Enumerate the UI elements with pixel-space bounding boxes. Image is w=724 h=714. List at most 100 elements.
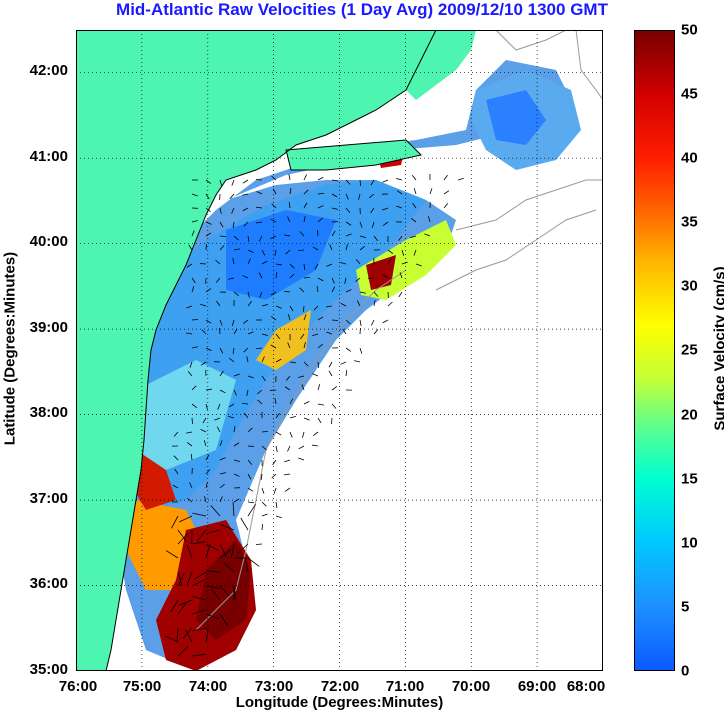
velocity-arrow bbox=[242, 275, 249, 279]
colorbar-tick-label: 5 bbox=[681, 598, 690, 616]
velocity-arrow bbox=[247, 504, 256, 517]
velocity-arrow bbox=[256, 221, 263, 224]
velocity-arrow bbox=[242, 207, 249, 212]
velocity-arrow bbox=[229, 193, 235, 199]
velocity-arrow bbox=[206, 529, 221, 535]
velocity-arrow bbox=[317, 277, 324, 282]
velocity-arrow bbox=[312, 246, 319, 251]
velocity-arrow bbox=[331, 193, 338, 198]
velocity-arrow bbox=[205, 544, 211, 559]
velocity-arrow bbox=[188, 244, 193, 251]
velocity-arrow bbox=[387, 249, 394, 254]
velocity-arrow bbox=[191, 385, 197, 391]
lon-tick-label: 73:00 bbox=[254, 678, 294, 695]
velocity-arrow bbox=[415, 263, 422, 267]
velocity-arrow bbox=[219, 613, 228, 626]
colorbar-tick-label: 10 bbox=[681, 534, 698, 552]
velocity-arrow bbox=[179, 515, 193, 523]
velocity-arrow bbox=[255, 179, 263, 181]
velocity-arrow bbox=[242, 193, 249, 196]
velocity-arrow bbox=[261, 249, 266, 256]
velocity-arrow bbox=[345, 289, 352, 293]
velocity-arrow bbox=[355, 277, 361, 283]
velocity-arrow bbox=[412, 202, 417, 209]
velocity-arrow bbox=[186, 305, 193, 309]
velocity-arrow bbox=[191, 653, 206, 657]
y-axis-label: Latitude (Degrees:Minutes) bbox=[1, 251, 19, 446]
velocity-arrow bbox=[317, 217, 323, 223]
velocity-arrow bbox=[230, 543, 235, 558]
velocity-arrow bbox=[284, 487, 291, 492]
velocity-arrow bbox=[275, 333, 281, 339]
velocity-arrow bbox=[298, 375, 305, 378]
velocity-arrow bbox=[331, 319, 339, 321]
velocity-arrow bbox=[289, 273, 295, 279]
velocity-arrow bbox=[174, 468, 179, 475]
velocity-arrow bbox=[359, 221, 363, 228]
colorbar-tick-label: 50 bbox=[681, 21, 698, 39]
velocity-arrow bbox=[261, 356, 265, 363]
velocity-arrow bbox=[396, 190, 403, 195]
velocity-arrow bbox=[191, 193, 198, 197]
velocity-arrow bbox=[233, 291, 239, 297]
velocity-arrow bbox=[210, 505, 221, 517]
velocity-arrow bbox=[297, 249, 305, 252]
velocity-arrow bbox=[396, 178, 403, 181]
velocity-arrow bbox=[345, 347, 352, 352]
velocity-arrow bbox=[205, 585, 220, 589]
velocity-arrow bbox=[232, 347, 235, 354]
velocity-arrow bbox=[428, 216, 431, 223]
velocity-arrow bbox=[373, 300, 376, 307]
velocity-arrow bbox=[200, 429, 207, 433]
velocity-arrow bbox=[289, 263, 295, 269]
velocity-arrow bbox=[205, 207, 211, 213]
velocity-arrow bbox=[345, 319, 351, 325]
velocity-arrow bbox=[424, 233, 431, 237]
velocity-arrow bbox=[247, 301, 253, 307]
velocity-arrow bbox=[247, 487, 254, 492]
velocity-arrow bbox=[285, 375, 291, 381]
velocity-arrow bbox=[354, 360, 361, 363]
velocity-arrow bbox=[272, 188, 277, 195]
velocity-arrow bbox=[246, 389, 249, 396]
velocity-arrow bbox=[443, 174, 448, 181]
velocity-arrow bbox=[191, 417, 193, 425]
velocity-arrow bbox=[340, 361, 347, 365]
velocity-arrow bbox=[287, 314, 291, 321]
velocity-arrow bbox=[289, 188, 292, 195]
velocity-arrow bbox=[317, 316, 324, 321]
velocity-arrow bbox=[261, 445, 267, 451]
velocity-arrow bbox=[443, 203, 449, 209]
velocity-arrow bbox=[261, 375, 266, 382]
velocity-arrow bbox=[193, 571, 207, 580]
velocity-arrow bbox=[219, 207, 222, 214]
velocity-arrow bbox=[411, 217, 417, 223]
velocity-arrow bbox=[345, 179, 351, 185]
velocity-arrow bbox=[205, 319, 212, 324]
velocity-arrow bbox=[275, 501, 278, 508]
velocity-arrow bbox=[191, 579, 205, 587]
velocity-arrow bbox=[413, 249, 417, 256]
velocity-arrow bbox=[340, 302, 347, 307]
velocity-arrow bbox=[191, 220, 198, 223]
velocity-arrow bbox=[312, 333, 319, 337]
velocity-arrow bbox=[247, 459, 253, 465]
velocity-arrow bbox=[191, 346, 198, 349]
velocity-arrow bbox=[275, 431, 282, 436]
velocity-arrow bbox=[233, 426, 236, 433]
velocity-arrow bbox=[303, 361, 309, 367]
velocity-arrow bbox=[205, 193, 210, 200]
velocity-arrow bbox=[229, 357, 235, 363]
velocity-arrow bbox=[345, 221, 352, 226]
velocity-arrow bbox=[331, 417, 333, 425]
velocity-arrow bbox=[219, 457, 226, 461]
velocity-arrow bbox=[369, 193, 375, 199]
velocity-arrow bbox=[247, 375, 254, 379]
lon-tick-label: 75:00 bbox=[122, 678, 162, 695]
velocity-arrow bbox=[329, 244, 333, 251]
velocity-arrow bbox=[197, 529, 207, 542]
map-title: Mid-Atlantic Raw Velocities (1 Day Avg) … bbox=[116, 0, 608, 19]
velocity-arrow bbox=[192, 512, 207, 517]
colorbar-tick-label: 40 bbox=[681, 149, 698, 167]
velocity-arrow bbox=[223, 562, 235, 573]
